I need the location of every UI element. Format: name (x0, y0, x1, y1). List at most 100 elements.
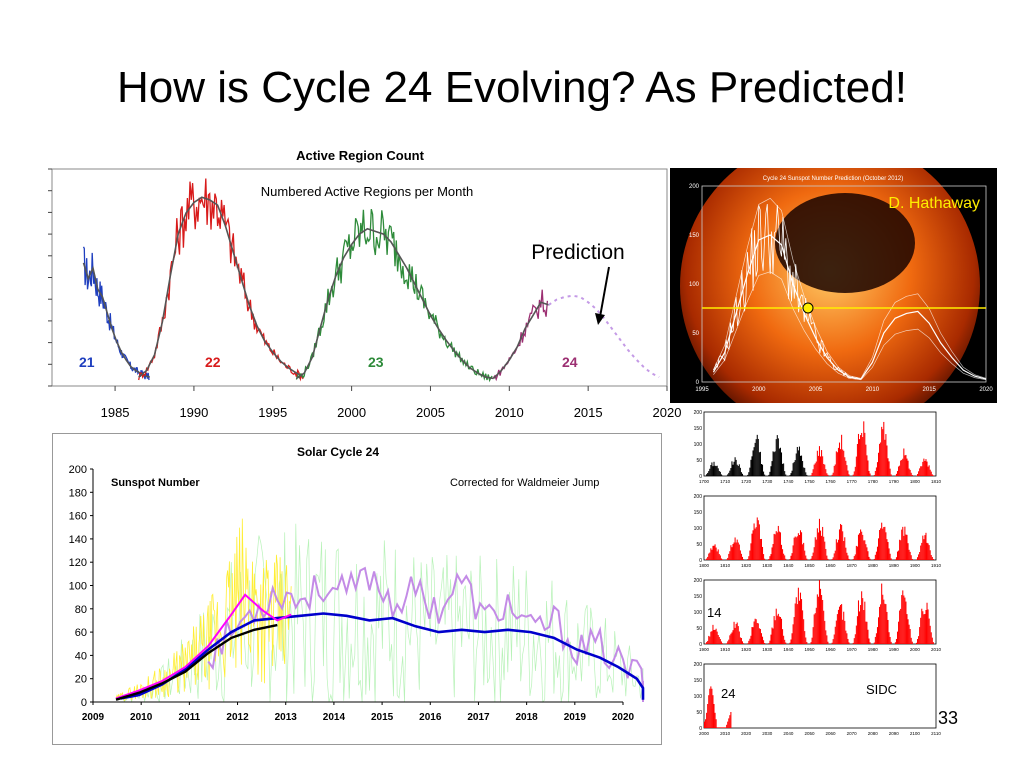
hist-bar (928, 618, 930, 644)
hist-bar (743, 475, 745, 476)
hist-bar (739, 467, 741, 476)
hist-bar (709, 636, 711, 644)
hist-bar (764, 474, 766, 476)
hist-x-tick-label: 1940 (783, 647, 794, 652)
hist-x-tick-label: 2100 (910, 731, 921, 736)
sc24-svg: Solar Cycle 24 Sunspot Number Corrected … (69, 445, 645, 723)
hist-bar (740, 638, 742, 644)
hist-bar (708, 635, 710, 644)
hist-bar (805, 555, 807, 560)
hist-bar (749, 467, 751, 476)
hist-bar (772, 451, 774, 476)
hist-bar (869, 642, 871, 644)
hist-bar (713, 630, 715, 644)
hist-bar (762, 464, 764, 476)
hist-bar (827, 641, 829, 644)
hist-bar (813, 547, 815, 560)
hist-bar (928, 545, 930, 560)
hist-bar (873, 558, 875, 560)
hist-bar (706, 474, 708, 476)
hist-bar (842, 449, 844, 476)
hist-bar (737, 626, 739, 644)
hist-x-tick-label: 2070 (847, 731, 858, 736)
hist-bar (863, 610, 865, 644)
hist-bar (804, 467, 806, 476)
hist-bar (881, 522, 883, 560)
sc24-x-tick-label: 2016 (419, 712, 442, 723)
hist-bar (817, 455, 819, 476)
hist-bar (782, 629, 784, 644)
hist-bar (929, 550, 931, 560)
hist-x-tick-label: 1960 (826, 647, 837, 652)
hist-bar (927, 466, 929, 476)
hist-bar (752, 627, 754, 644)
hist-bar (734, 457, 736, 476)
sc24-x-tick-label: 2009 (82, 712, 105, 723)
hist-bar (908, 549, 910, 560)
hist-bar (855, 456, 857, 476)
hist-y-tick-label: 50 (696, 458, 702, 464)
active-region-chart: Active Region Count Numbered Active Regi… (45, 145, 685, 425)
hist-y-tick-label: 200 (694, 494, 703, 500)
hist-bar (909, 551, 911, 560)
hist-bar (768, 559, 770, 560)
hist-bar (832, 557, 834, 560)
hist-bar (920, 617, 922, 644)
hist-bar (736, 622, 738, 644)
hathaway-x-tick-label: 2000 (752, 387, 766, 393)
hist-bar (783, 553, 785, 560)
hist-y-tick-label: 100 (694, 694, 703, 700)
hist-bar (894, 642, 896, 644)
hist-bar (713, 545, 715, 560)
hist-bar (775, 608, 777, 644)
hist-bar (919, 551, 921, 560)
hist-bar (741, 473, 744, 476)
coronal-hole (775, 193, 915, 293)
hist-bar (831, 642, 833, 644)
hist-bar (805, 472, 807, 476)
ar-x-tick-label: 1995 (258, 405, 287, 420)
hist-bar (825, 548, 827, 560)
hist-bar (919, 627, 921, 644)
hist-bar (905, 534, 907, 560)
sc24-y-tick-label: 80 (75, 604, 87, 616)
hist-bar (910, 637, 912, 644)
hist-bar (810, 475, 812, 476)
hist-bar (763, 554, 765, 560)
hathaway-series (712, 197, 987, 381)
hist-bar (789, 559, 791, 560)
hist-bar (779, 532, 781, 560)
hist-bar (783, 463, 785, 476)
hist-bar (895, 638, 897, 644)
hist-bar (725, 727, 727, 728)
hist-bar (917, 474, 919, 476)
hist-bar (747, 643, 749, 644)
hist-bar (732, 630, 734, 644)
hist-bar (721, 559, 723, 560)
hist-bar (836, 542, 838, 560)
hist-bar (715, 547, 717, 560)
hist-bar (903, 595, 905, 644)
hist-bar (728, 639, 730, 644)
hist-y-tick-label: 150 (694, 594, 703, 600)
hathaway-curve (860, 328, 987, 381)
hist-bar (754, 618, 756, 644)
hist-bar (794, 536, 796, 560)
hist-bar (773, 452, 775, 476)
hist-bar (835, 451, 837, 476)
hist-bar (755, 439, 757, 476)
hist-bar (818, 446, 820, 476)
hist-bar (908, 624, 910, 644)
hist-bar (901, 459, 903, 476)
hist-bar (753, 447, 755, 476)
hist-bar (756, 622, 758, 644)
hist-bar (709, 552, 711, 560)
hist-bar (755, 527, 757, 560)
hist-bar (909, 469, 911, 476)
hist-bar (930, 471, 932, 476)
hist-bar (794, 460, 796, 476)
hist-row-4: 0 50 100 150 200 2000 2010 2020 2030 2040 2050 2060… (694, 662, 942, 736)
hist-bar (878, 452, 880, 476)
hist-bar (711, 688, 713, 728)
hist-bar (712, 695, 714, 728)
